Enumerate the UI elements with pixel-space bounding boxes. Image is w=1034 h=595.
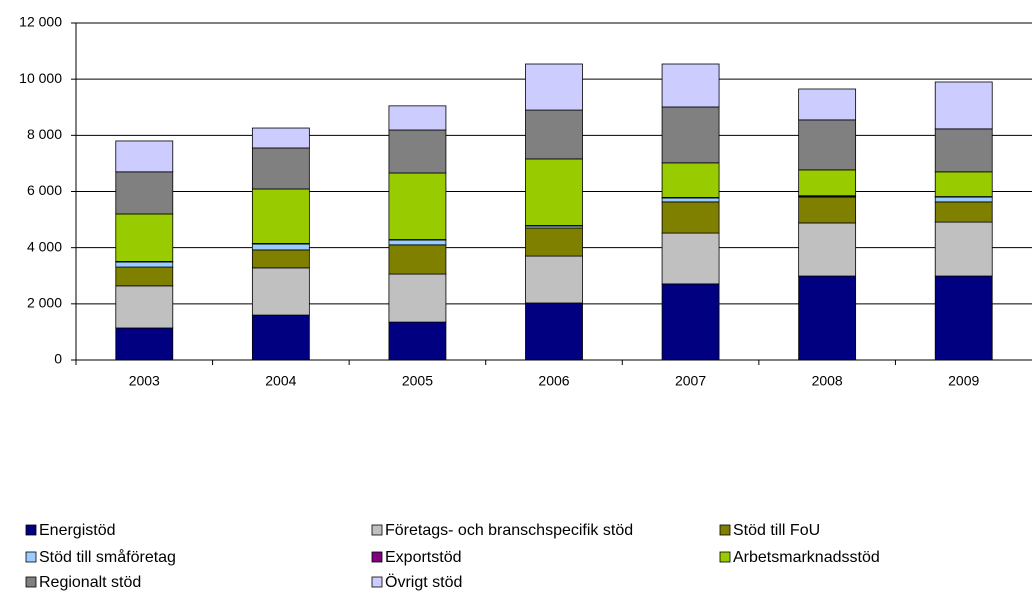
legend-label: Företags- och branschspecifik stöd [385, 522, 633, 539]
y-tick-label: 6 000 [27, 182, 62, 198]
bar-segment [388, 172, 447, 240]
bar-segment [934, 128, 993, 173]
bar-segment [115, 261, 174, 268]
legend-label: Energistöd [39, 522, 116, 539]
bar-segment [525, 302, 583, 361]
bar-segment [661, 201, 720, 234]
bar-segment [661, 283, 720, 361]
bar-segment [115, 266, 174, 287]
x-tick-label: 2008 [812, 373, 843, 389]
bar-segment [661, 162, 720, 198]
legend-label: Exportstöd [385, 549, 461, 566]
x-tick-label: 2004 [265, 373, 296, 389]
x-tick-label: 2009 [948, 373, 979, 389]
legend-label: Stöd till småföretag [39, 548, 176, 566]
bar-segment [388, 273, 447, 323]
bar-segment [525, 63, 583, 111]
x-tick-label: 2006 [538, 373, 569, 389]
bar-segment [115, 285, 174, 329]
bar-segment [661, 63, 720, 108]
bar-segment [661, 232, 720, 285]
y-tick-label: 8 000 [27, 126, 62, 142]
bar-segment [525, 109, 583, 160]
bar-segment [388, 239, 447, 246]
bar-segment [934, 221, 993, 277]
bar-segment [115, 140, 174, 173]
bar-segment [934, 81, 993, 130]
bar-segment [798, 196, 857, 224]
bar-segment [934, 275, 993, 361]
y-tick-label: 0 [54, 351, 62, 367]
x-tick-label: 2007 [675, 373, 706, 389]
bar-segment [251, 314, 310, 361]
legend-label: Regionalt stöd [39, 574, 141, 591]
bar-segment [798, 88, 857, 121]
bar-segment [388, 105, 447, 131]
bar-segment [661, 106, 720, 164]
bar-segment [251, 188, 310, 244]
x-tick-label: 2005 [402, 373, 433, 389]
bar-segment [115, 327, 174, 361]
x-tick-label: 2003 [129, 373, 160, 389]
bar-segment [525, 255, 583, 304]
bar-segment [251, 147, 310, 190]
bar-segment [525, 158, 583, 226]
y-tick-label: 4 000 [27, 238, 62, 254]
bar-segment [388, 129, 447, 174]
bar-segment [388, 321, 447, 361]
bar-segment [798, 275, 857, 361]
legend-label: Stöd till FoU [733, 522, 820, 539]
bar-segment [661, 197, 720, 203]
bar-segment [934, 201, 993, 223]
legend-swatch [371, 576, 383, 588]
bar-segment [115, 171, 174, 215]
legend-swatch [25, 551, 37, 563]
bar-segment [798, 169, 857, 197]
bar-segment [251, 249, 310, 269]
bar-segment [934, 196, 993, 203]
legend-swatch [25, 576, 37, 588]
legend-swatch [25, 524, 37, 536]
y-tick-label: 2 000 [27, 295, 62, 311]
bar-segment [251, 127, 310, 149]
bar-segment [798, 119, 857, 171]
bar-segment [251, 267, 310, 316]
legend-swatch [371, 551, 383, 563]
bar-segment [388, 244, 447, 275]
legend-label: Övrigt stöd [385, 573, 462, 591]
legend-swatch [371, 524, 383, 536]
legend-label: Arbetsmarknadsstöd [733, 549, 880, 566]
legend-swatch [719, 551, 731, 563]
bar-segment [115, 213, 174, 262]
bar-segment [525, 227, 583, 257]
bar-segment [798, 222, 857, 277]
bar-segment [251, 243, 310, 251]
legend-swatch [719, 524, 731, 536]
y-tick-label: 12 000 [19, 14, 62, 30]
y-tick-label: 10 000 [19, 70, 62, 86]
bar-segment [934, 171, 993, 197]
